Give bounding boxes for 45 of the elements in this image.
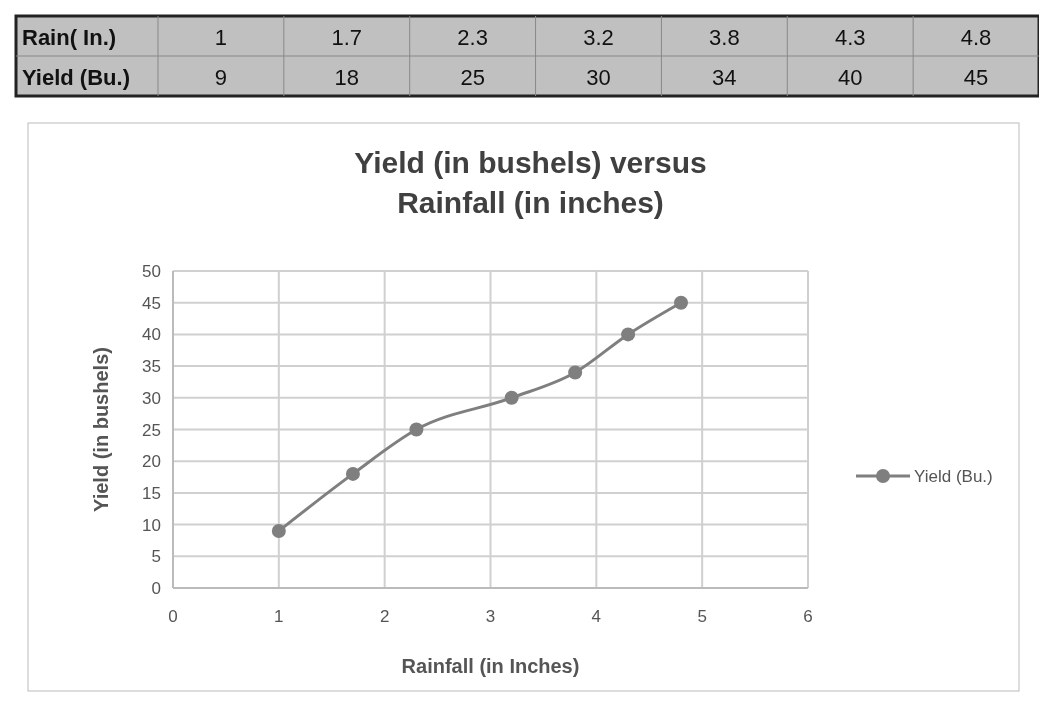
x-tick-label: 0 bbox=[168, 607, 178, 626]
text: Rain( In.) bbox=[22, 25, 117, 50]
point bbox=[345, 466, 360, 481]
text: 1.7 bbox=[331, 25, 363, 50]
text: 2.3 bbox=[457, 25, 488, 50]
point bbox=[409, 422, 424, 437]
text: 3.2 bbox=[583, 25, 614, 50]
text: 25 bbox=[460, 65, 485, 90]
y-tick-label: 5 bbox=[151, 547, 161, 567]
y-tick-label: 40 bbox=[142, 325, 161, 345]
x-tick-label: 5 bbox=[697, 607, 707, 626]
y-tick-label: 10 bbox=[142, 515, 161, 535]
text: Yield (Bu.) bbox=[22, 65, 130, 90]
x-tick-label: 6 bbox=[803, 607, 813, 626]
text: 30 bbox=[586, 65, 611, 90]
point bbox=[568, 365, 583, 380]
y-tick-label: 35 bbox=[142, 357, 161, 377]
text: 45 bbox=[963, 65, 989, 90]
legend-label: Yield (Bu.) bbox=[914, 467, 993, 486]
text: 34 bbox=[712, 65, 737, 90]
x-axis-title: Rainfall (in Inches) bbox=[401, 655, 580, 677]
y-tick-label: 30 bbox=[142, 388, 161, 408]
text: 4.8 bbox=[960, 25, 992, 50]
y-tick-label: 50 bbox=[142, 262, 161, 281]
text: 9 bbox=[214, 65, 228, 90]
text: 4.3 bbox=[834, 25, 866, 50]
y-tick-label: 25 bbox=[142, 420, 161, 440]
point bbox=[674, 295, 688, 310]
x-tick-label: 2 bbox=[379, 607, 390, 626]
text: 40 bbox=[837, 65, 863, 90]
text: 18 bbox=[334, 65, 360, 90]
x-tick-label: 4 bbox=[591, 607, 602, 626]
point bbox=[504, 390, 519, 405]
y-tick-label: 15 bbox=[142, 483, 161, 503]
chart-title: Yield (in bushels) versus Rainfall (in inches) bbox=[354, 146, 707, 219]
y-tick-label: 0 bbox=[151, 579, 161, 598]
point bbox=[271, 523, 286, 538]
x-tick-label: 3 bbox=[485, 607, 496, 626]
text: 3.8 bbox=[709, 25, 740, 50]
x-tick-label: 1 bbox=[274, 607, 284, 626]
point bbox=[621, 327, 636, 342]
y-tick-label: 20 bbox=[142, 452, 161, 472]
y-tick-label: 45 bbox=[142, 293, 161, 313]
y-axis-title: Yield (in bushels) bbox=[90, 347, 112, 512]
text: 1 bbox=[214, 25, 228, 50]
